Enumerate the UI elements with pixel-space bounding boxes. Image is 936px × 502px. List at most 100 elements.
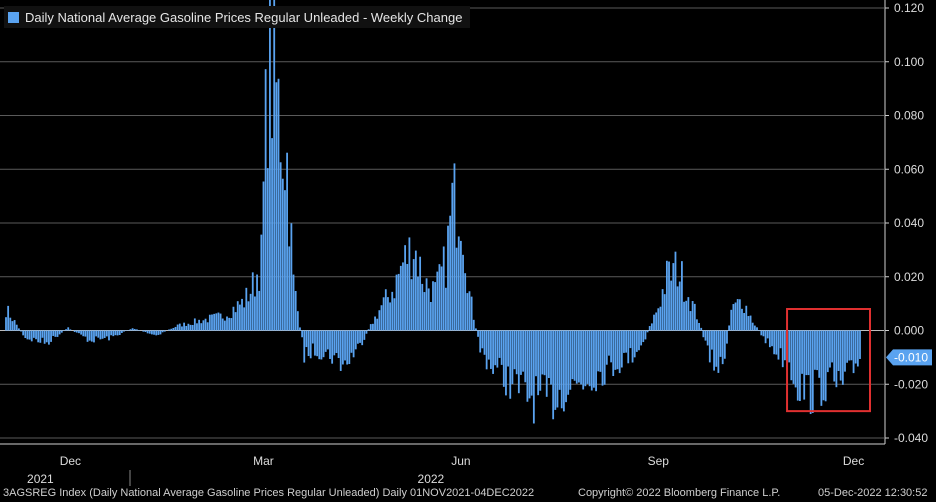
bar bbox=[404, 245, 407, 331]
bar bbox=[219, 313, 222, 331]
bar bbox=[848, 330, 851, 361]
x-tick-label: Jun bbox=[451, 454, 470, 468]
bar bbox=[850, 330, 853, 361]
bar bbox=[706, 330, 709, 346]
bar bbox=[522, 330, 525, 372]
bar bbox=[58, 330, 61, 335]
bar bbox=[269, 0, 271, 331]
bar bbox=[614, 330, 617, 370]
bar bbox=[801, 330, 803, 374]
bar bbox=[490, 330, 492, 369]
bar bbox=[648, 326, 651, 331]
bar bbox=[841, 330, 844, 385]
bar bbox=[256, 274, 258, 331]
bar bbox=[324, 330, 327, 352]
bar bbox=[223, 320, 226, 331]
bar bbox=[376, 318, 379, 331]
bar bbox=[114, 330, 117, 336]
bar bbox=[781, 330, 784, 368]
bar bbox=[535, 330, 537, 377]
bar bbox=[608, 330, 610, 356]
bar bbox=[635, 330, 638, 352]
bar bbox=[120, 330, 123, 333]
bar bbox=[337, 330, 340, 359]
bar bbox=[696, 319, 698, 331]
bar bbox=[17, 328, 20, 331]
bar bbox=[524, 330, 527, 383]
bar bbox=[155, 330, 158, 336]
bar bbox=[550, 330, 552, 385]
bar bbox=[26, 330, 29, 340]
bar bbox=[644, 330, 647, 340]
bar bbox=[717, 330, 720, 373]
bar bbox=[854, 330, 857, 364]
bar bbox=[653, 314, 655, 331]
bar bbox=[494, 330, 497, 366]
bar bbox=[438, 264, 441, 331]
bar bbox=[251, 272, 254, 331]
bar bbox=[45, 330, 48, 343]
bar bbox=[296, 311, 299, 331]
bar bbox=[90, 330, 93, 342]
bar bbox=[633, 330, 636, 358]
bar bbox=[846, 330, 849, 363]
bar bbox=[470, 296, 473, 331]
bar bbox=[309, 330, 312, 359]
bar bbox=[320, 330, 323, 360]
bar bbox=[650, 323, 653, 331]
bar bbox=[657, 308, 660, 331]
bar bbox=[475, 328, 477, 331]
bar bbox=[547, 330, 550, 379]
bar bbox=[464, 273, 467, 331]
bar bbox=[273, 0, 276, 331]
bar bbox=[485, 330, 488, 370]
bar bbox=[245, 287, 248, 331]
bar bbox=[582, 330, 585, 390]
bar bbox=[605, 330, 608, 365]
bar bbox=[719, 330, 722, 357]
bar bbox=[301, 330, 304, 338]
bar bbox=[305, 330, 308, 348]
bar bbox=[796, 330, 799, 401]
bar bbox=[432, 281, 434, 331]
bar bbox=[243, 307, 246, 331]
bar bbox=[444, 287, 447, 331]
bar bbox=[266, 168, 269, 331]
bar bbox=[661, 289, 664, 331]
bar bbox=[856, 330, 859, 367]
bar bbox=[365, 330, 368, 334]
bar bbox=[833, 330, 836, 382]
bar bbox=[711, 330, 713, 350]
bar bbox=[457, 236, 460, 331]
bar bbox=[215, 313, 218, 331]
bar bbox=[629, 330, 632, 349]
bar bbox=[783, 330, 786, 361]
bar bbox=[356, 330, 359, 344]
bar bbox=[369, 324, 372, 331]
bar bbox=[483, 330, 486, 355]
highlight-box bbox=[786, 308, 871, 413]
bar bbox=[526, 330, 529, 402]
bar bbox=[421, 283, 424, 331]
bar bbox=[249, 293, 252, 331]
bar bbox=[153, 330, 155, 335]
bar bbox=[496, 330, 499, 368]
bar bbox=[151, 330, 153, 335]
bar bbox=[612, 330, 615, 377]
bar bbox=[595, 330, 597, 392]
bar bbox=[844, 330, 846, 372]
bar bbox=[196, 323, 198, 331]
bar bbox=[442, 246, 445, 331]
bar bbox=[453, 163, 456, 331]
bar bbox=[221, 318, 224, 331]
bar bbox=[655, 312, 658, 331]
bar bbox=[693, 303, 696, 331]
bar bbox=[352, 330, 355, 358]
bar bbox=[713, 330, 715, 371]
x-tick-label: Mar bbox=[253, 454, 274, 468]
y-tick-label: -0.040 bbox=[894, 431, 928, 445]
bar bbox=[723, 330, 726, 359]
bar bbox=[241, 298, 243, 331]
bar bbox=[541, 330, 544, 375]
bar bbox=[367, 329, 370, 331]
